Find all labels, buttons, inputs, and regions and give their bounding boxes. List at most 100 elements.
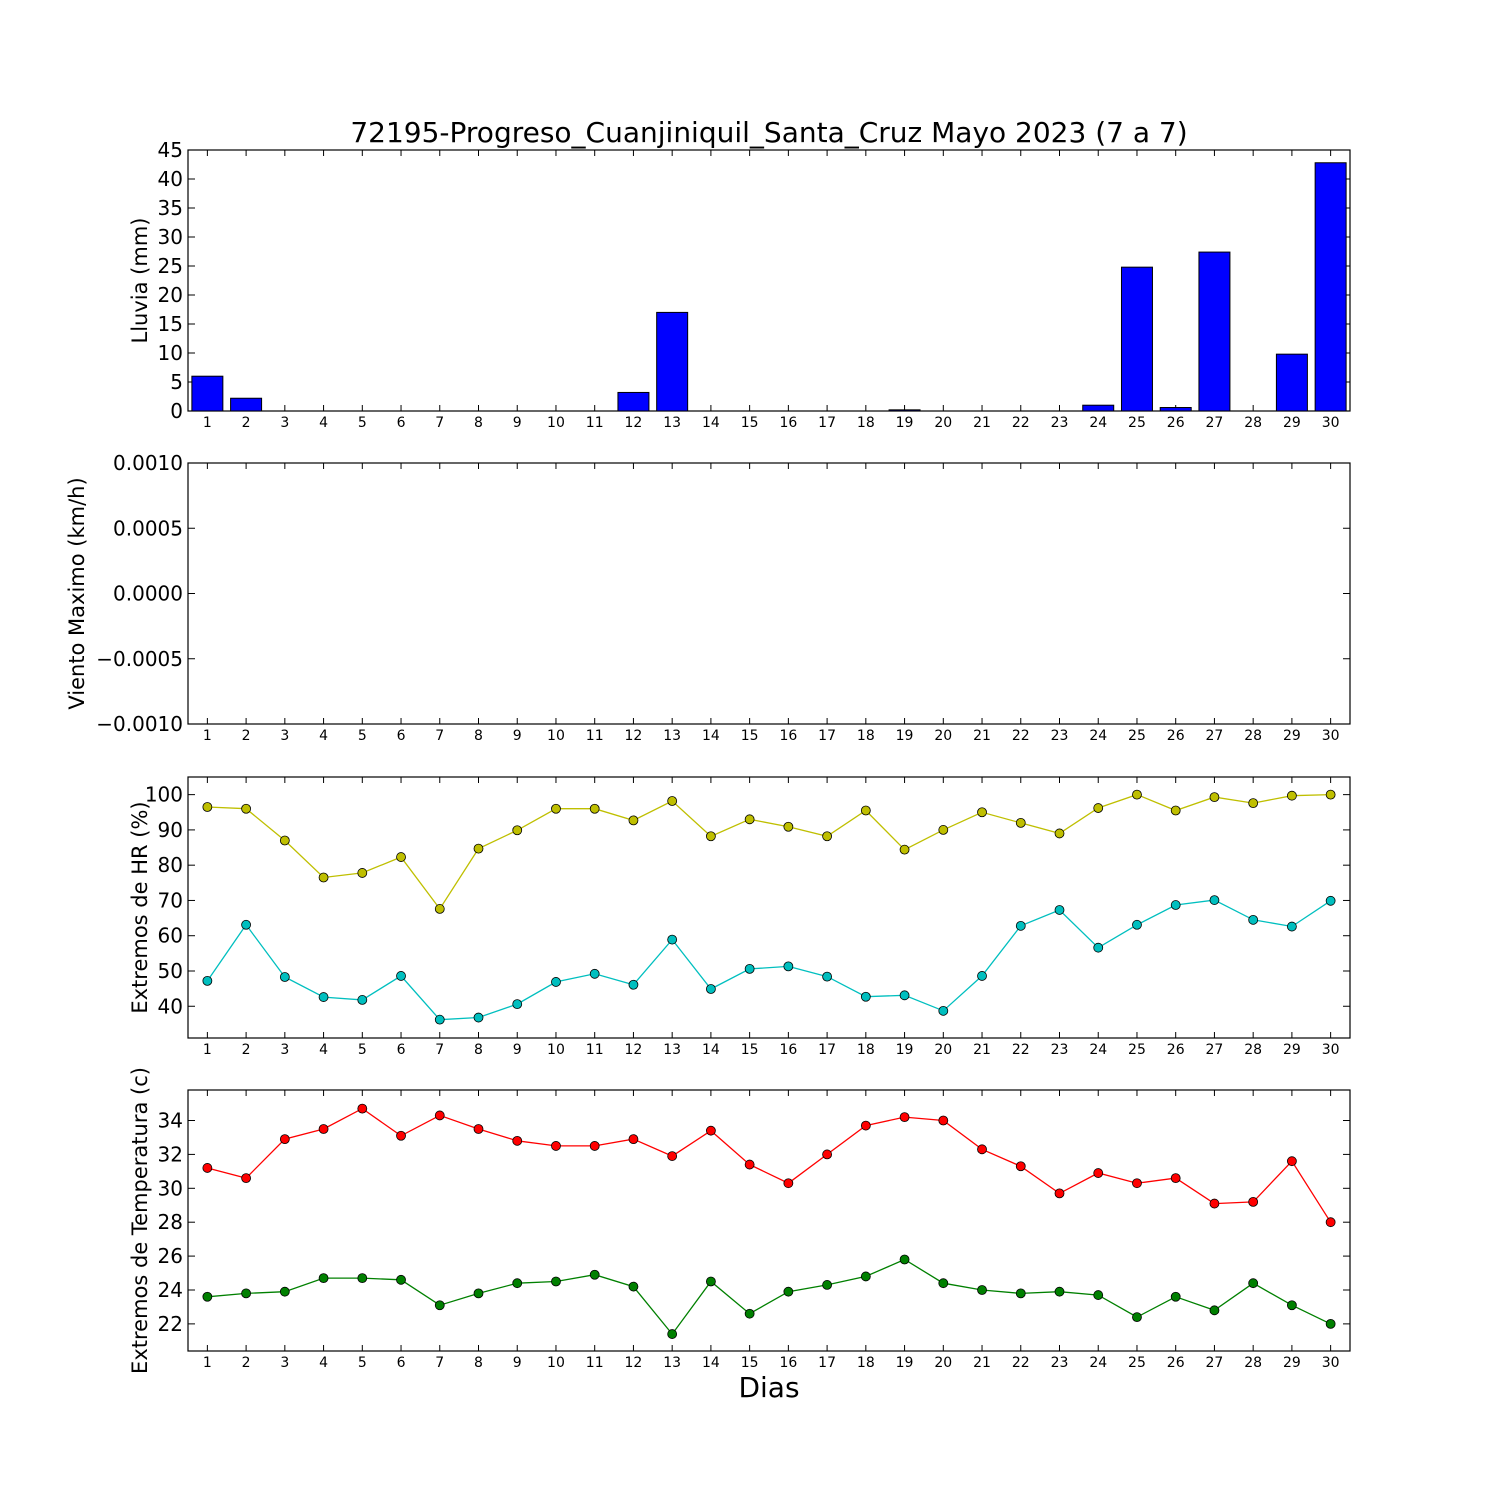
x-tick-label: 21 [973,728,991,744]
x-tick-label: 22 [1012,728,1030,744]
y-tick-label: 30 [158,1176,183,1200]
x-tick-label: 15 [741,1042,759,1058]
x-tick-label: 15 [741,1355,759,1371]
x-tick-label: 12 [625,1355,643,1371]
x-tick-label: 21 [973,1355,991,1371]
x-tick-label: 29 [1283,728,1301,744]
humidity-series-1-point [1015,920,1026,931]
y-tick-label: 20 [158,283,183,307]
y-tick-label: 34 [158,1109,183,1133]
x-tick-label: 6 [397,728,406,744]
humidity-series-1-point [1209,895,1220,905]
y-tick-label: 0.0010 [113,451,183,475]
humidity-series-1-point [1248,914,1259,925]
y-axis-label-rain: Lluvia (mm) [128,218,152,344]
humidity-series-1-point [1132,919,1142,930]
x-tick-label: 11 [586,1355,604,1371]
y-axis-label-humidity: Extremos de HR (%) [128,801,152,1013]
y-tick-label: 40 [158,167,183,191]
x-tick-label: 24 [1089,415,1107,431]
y-tick-label: 70 [158,888,183,912]
x-tick-label: 18 [857,728,875,744]
humidity-series-1-line [206,899,1331,1021]
humidity-series-1-point [589,968,600,979]
humidity-series-0-point [977,807,987,818]
humidity-series-1-point [899,990,910,1001]
x-tick-label: 26 [1167,728,1185,744]
x-tick-label: 14 [702,1042,720,1058]
y-tick-label: 25 [158,254,183,278]
temperature-series-0-point [434,1110,445,1121]
humidity-series-1-point [860,991,871,1002]
humidity-series-1-point [744,963,755,974]
humidity-series-0-point [628,815,639,826]
x-tick-label: 5 [358,728,367,744]
x-tick-label: 5 [358,1042,367,1058]
x-tick-label: 8 [474,1042,483,1058]
x-tick-label: 23 [1051,1042,1069,1058]
x-tick-label: 20 [934,415,952,431]
temperature-series-0-point [512,1135,523,1146]
humidity-series-0-point [899,844,910,855]
humidity-series-1-point [512,999,523,1010]
rain-bar-day-24 [1082,404,1115,412]
humidity-series-1-point [279,972,290,982]
x-tick-label: 29 [1283,1355,1301,1371]
x-tick-label: 12 [625,415,643,431]
x-tick-label: 4 [319,728,328,744]
temperature-series-1-point [1015,1288,1026,1299]
temperature-series-0-point [667,1151,678,1161]
humidity-series-1-point [822,971,832,982]
humidity-series-0-point [860,805,871,816]
x-tick-label: 6 [397,1355,406,1371]
x-tick-label: 15 [741,728,759,744]
humidity-series-0-point [1132,789,1142,800]
x-tick-label: 18 [857,415,875,431]
humidity-series-0-point [1170,805,1181,816]
rain-bar-day-19 [888,409,921,412]
x-tick-label: 10 [547,1042,565,1058]
temperature-series-1-point [1325,1318,1336,1329]
x-tick-label: 24 [1089,728,1107,744]
y-tick-label: 50 [158,959,183,983]
plot-frame-temperature [187,1089,1351,1352]
humidity-series-0-point [1248,798,1259,808]
x-tick-label: 28 [1244,415,1262,431]
x-tick-label: 27 [1206,1355,1224,1371]
x-tick-label: 7 [435,728,444,744]
x-tick-label: 26 [1167,1042,1185,1058]
humidity-series-0-point [357,868,368,878]
x-tick-label: 13 [663,1042,681,1058]
x-tick-label: 22 [1012,1355,1030,1371]
y-tick-label: 80 [158,853,183,877]
humidity-series-0-point [279,835,290,846]
x-tick-label: 10 [547,728,565,744]
temperature-series-1-point [1170,1291,1181,1302]
x-tick-label: 21 [973,415,991,431]
rain-bar-day-27 [1198,251,1231,412]
x-tick-label: 3 [280,728,289,744]
temperature-series-0-point [241,1173,252,1184]
temperature-series-1-point [706,1276,716,1287]
x-tick-label: 18 [857,1042,875,1058]
x-tick-label: 15 [741,415,759,431]
x-tick-label: 17 [818,1355,836,1371]
humidity-series-1-point [628,979,639,990]
x-tick-label: 5 [358,1355,367,1371]
humidity-series-0-point [1325,789,1336,800]
temperature-series-1-point [938,1278,949,1289]
temperature-series-0-point [977,1144,987,1155]
temperature-series-0-point [899,1112,910,1123]
x-tick-label: 17 [818,1042,836,1058]
x-tick-label: 13 [663,415,681,431]
x-tick-label: 11 [586,1042,604,1058]
x-tick-label: 9 [513,728,522,744]
humidity-series-0-point [551,803,561,814]
temperature-series-0-point [1132,1178,1142,1189]
humidity-series-1-point [241,919,252,930]
x-tick-label: 27 [1206,728,1224,744]
x-tick-label: 1 [203,1355,212,1371]
humidity-series-0-point [1287,790,1297,801]
humidity-series-0-point [1054,828,1065,839]
